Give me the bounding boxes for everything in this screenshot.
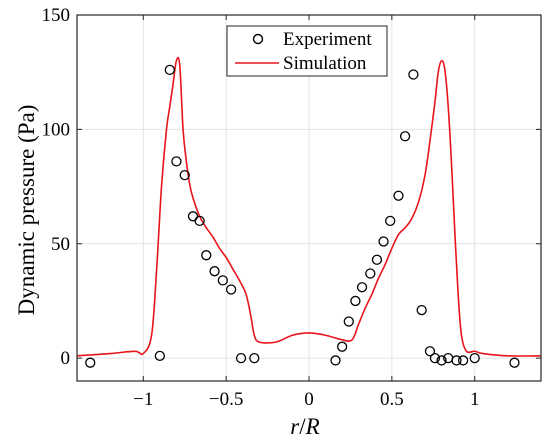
simulation-line bbox=[76, 56, 542, 357]
experiment-series bbox=[85, 64, 520, 368]
simulation-series bbox=[76, 56, 542, 357]
legend-experiment-marker bbox=[252, 33, 264, 45]
legend-simulation-label: Simulation bbox=[283, 53, 367, 74]
x-axis-title-R: R bbox=[305, 414, 320, 439]
experiment-point bbox=[385, 215, 396, 227]
experiment-point bbox=[336, 341, 348, 352]
experiment-point bbox=[393, 190, 404, 201]
y-tick-label: 0 bbox=[61, 348, 71, 369]
legend-box bbox=[226, 25, 388, 77]
y-tick-label: 50 bbox=[51, 234, 70, 255]
experiment-point bbox=[209, 266, 220, 277]
experiment-point bbox=[378, 236, 389, 247]
experiment-point bbox=[85, 357, 96, 368]
experiment-point bbox=[187, 211, 199, 222]
experiment-point bbox=[164, 64, 175, 76]
x-tick-label: 1 bbox=[470, 389, 480, 410]
x-tick-label: 0 bbox=[304, 389, 314, 410]
experiment-point bbox=[235, 352, 247, 364]
experiment-point bbox=[416, 304, 427, 316]
experiment-point bbox=[509, 357, 520, 368]
experiment-point bbox=[217, 275, 228, 286]
experiment-point bbox=[249, 352, 260, 364]
experiment-point bbox=[371, 254, 383, 265]
experiment-point bbox=[424, 346, 436, 357]
x-axis-title-sep: / bbox=[299, 414, 306, 439]
experiment-point bbox=[194, 215, 205, 227]
experiment-point bbox=[350, 295, 361, 307]
experiment-point bbox=[343, 316, 354, 327]
experiment-point bbox=[469, 352, 480, 364]
experiment-point bbox=[408, 69, 419, 80]
x-axis-title: r/R bbox=[290, 414, 319, 439]
experiment-point bbox=[356, 282, 368, 293]
experiment-point bbox=[399, 131, 411, 142]
y-tick-label: 100 bbox=[42, 119, 71, 140]
experiment-point bbox=[436, 355, 447, 366]
experiment-point bbox=[154, 350, 166, 361]
experiment-point bbox=[201, 250, 212, 261]
experiment-point bbox=[451, 355, 462, 366]
experiment-point bbox=[429, 352, 441, 364]
x-axis-ticks: −1 −0.5 0 0.5 1 bbox=[133, 15, 479, 410]
y-axis-title: Dynamic pressure (Pa) bbox=[14, 105, 39, 316]
experiment-point bbox=[330, 355, 341, 366]
experiment-point bbox=[365, 268, 376, 279]
y-tick-label: 150 bbox=[42, 5, 71, 26]
x-axis-title-r: r bbox=[290, 414, 300, 439]
legend: Experiment Simulation bbox=[226, 25, 388, 77]
x-tick-label: 0.5 bbox=[380, 389, 404, 410]
x-tick-label: −1 bbox=[133, 389, 153, 410]
experiment-point bbox=[171, 156, 182, 167]
x-tick-label: −0.5 bbox=[209, 389, 243, 410]
experiment-point bbox=[179, 169, 190, 181]
experiment-point bbox=[225, 284, 237, 295]
experiment-point bbox=[457, 355, 469, 366]
y-axis-ticks: 0 50 100 150 bbox=[42, 5, 541, 369]
legend-experiment-label: Experiment bbox=[283, 29, 372, 50]
